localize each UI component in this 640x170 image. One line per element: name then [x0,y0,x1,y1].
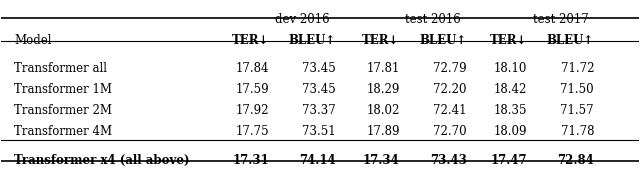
Text: 71.72: 71.72 [561,63,594,75]
Text: 17.89: 17.89 [366,125,399,138]
Text: 17.59: 17.59 [236,83,269,96]
Text: 18.42: 18.42 [493,83,527,96]
Text: Transformer all: Transformer all [14,63,107,75]
Text: 17.47: 17.47 [490,154,527,167]
Text: 18.10: 18.10 [493,63,527,75]
Text: TER↓: TER↓ [232,33,269,47]
Text: BLEU↑: BLEU↑ [289,33,336,47]
Text: 73.37: 73.37 [302,104,336,117]
Text: 72.41: 72.41 [433,104,467,117]
Text: Transformer 4M: Transformer 4M [14,125,112,138]
Text: 73.51: 73.51 [302,125,336,138]
Text: BLEU↑: BLEU↑ [419,33,467,47]
Text: Transformer 1M: Transformer 1M [14,83,112,96]
Text: 17.75: 17.75 [236,125,269,138]
Text: 18.35: 18.35 [493,104,527,117]
Text: TER↓: TER↓ [362,33,399,47]
Text: 73.43: 73.43 [429,154,467,167]
Text: 18.09: 18.09 [493,125,527,138]
Text: 71.78: 71.78 [561,125,594,138]
Text: Model: Model [14,33,52,47]
Text: Transformer x4 (all above): Transformer x4 (all above) [14,154,189,167]
Text: 17.92: 17.92 [236,104,269,117]
Text: 72.79: 72.79 [433,63,467,75]
Text: 73.45: 73.45 [302,83,336,96]
Text: dev 2016: dev 2016 [275,13,330,26]
Text: TER↓: TER↓ [490,33,527,47]
Text: BLEU↑: BLEU↑ [547,33,594,47]
Text: 72.84: 72.84 [557,154,594,167]
Text: Transformer 2M: Transformer 2M [14,104,112,117]
Text: test 2017: test 2017 [532,13,588,26]
Text: 73.45: 73.45 [302,63,336,75]
Text: 17.84: 17.84 [236,63,269,75]
Text: 71.50: 71.50 [561,83,594,96]
Text: 74.14: 74.14 [300,154,336,167]
Text: 72.20: 72.20 [433,83,467,96]
Text: test 2016: test 2016 [405,13,461,26]
Text: 17.31: 17.31 [232,154,269,167]
Text: 17.81: 17.81 [366,63,399,75]
Text: 17.34: 17.34 [363,154,399,167]
Text: 71.57: 71.57 [561,104,594,117]
Text: 72.70: 72.70 [433,125,467,138]
Text: 18.02: 18.02 [366,104,399,117]
Text: 18.29: 18.29 [366,83,399,96]
